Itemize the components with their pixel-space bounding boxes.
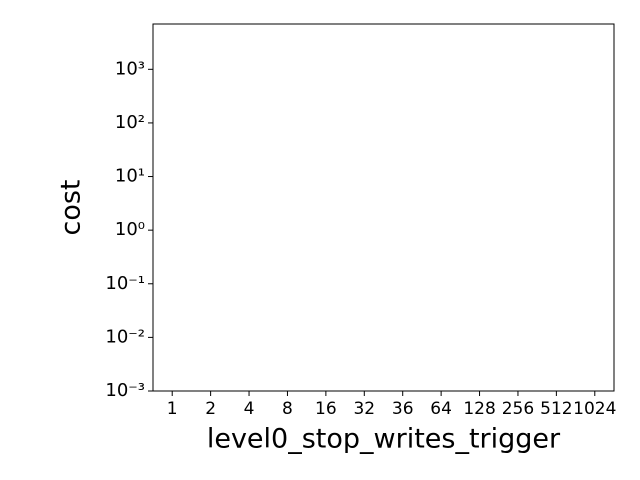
- x-tick-label: 512: [540, 399, 572, 419]
- x-tick-label: 2: [205, 399, 216, 419]
- y-axis-label: cost: [56, 179, 87, 235]
- x-tick-label: 36: [392, 399, 414, 419]
- x-tick-label: 32: [353, 399, 375, 419]
- y-tick-label: 10¹: [115, 166, 145, 187]
- x-tick-label: 256: [502, 399, 534, 419]
- plot-frame: [152, 23, 615, 392]
- x-tick-label: 1024: [573, 399, 616, 419]
- y-tick-label: 10²: [115, 112, 145, 133]
- y-tick-label: 10³: [115, 58, 145, 79]
- x-tick-label: 64: [430, 399, 452, 419]
- x-axis-label: level0_stop_writes_trigger: [207, 424, 561, 455]
- x-tick-label: 8: [282, 399, 293, 419]
- y-tick-label: 10⁻¹: [105, 273, 145, 294]
- y-tick-label: 10⁻³: [105, 380, 145, 401]
- x-tick-label: 16: [315, 399, 337, 419]
- x-tick-label: 128: [463, 399, 495, 419]
- y-tick-label: 10⁻²: [105, 326, 145, 347]
- x-tick-label: 4: [244, 399, 255, 419]
- y-tick-label: 10⁰: [115, 219, 145, 240]
- x-tick-label: 1: [167, 399, 178, 419]
